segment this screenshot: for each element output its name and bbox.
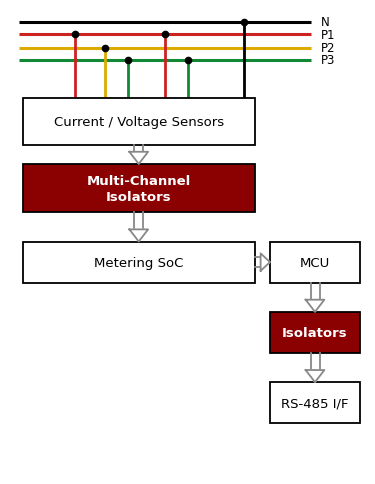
- Text: Current / Voltage Sensors: Current / Voltage Sensors: [54, 116, 224, 129]
- Text: Isolators: Isolators: [282, 326, 348, 339]
- Text: P3: P3: [321, 54, 335, 67]
- Text: N: N: [321, 16, 329, 29]
- Bar: [270, 242, 360, 283]
- Polygon shape: [129, 230, 148, 242]
- Text: RS-485 I/F: RS-485 I/F: [281, 396, 349, 409]
- Bar: [22, 165, 255, 213]
- Text: P2: P2: [321, 42, 335, 55]
- Polygon shape: [261, 254, 270, 272]
- Bar: [270, 382, 360, 424]
- Polygon shape: [129, 152, 148, 165]
- Text: Multi-Channel
Isolators: Multi-Channel Isolators: [87, 174, 191, 203]
- Bar: [22, 99, 255, 145]
- Text: Metering SoC: Metering SoC: [94, 256, 183, 269]
- Polygon shape: [306, 370, 324, 382]
- Bar: [22, 242, 255, 283]
- Text: MCU: MCU: [300, 256, 330, 269]
- Bar: [270, 312, 360, 353]
- Polygon shape: [306, 300, 324, 312]
- Text: P1: P1: [321, 29, 335, 42]
